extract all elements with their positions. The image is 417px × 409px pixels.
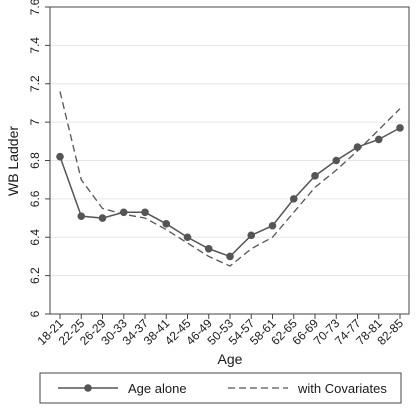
age-alone-point bbox=[98, 214, 107, 222]
age-alone-point bbox=[374, 135, 383, 144]
age-alone-point bbox=[141, 208, 149, 217]
y-axis: 6 6.2 6.4 6.6 6.8 7 7.2 7.4 7.6 bbox=[28, 0, 50, 317]
age-alone-point bbox=[183, 233, 192, 242]
age-alone-point bbox=[162, 220, 171, 228]
age-alone-point bbox=[77, 212, 86, 220]
age-alone-point bbox=[56, 152, 64, 161]
legend-label-age-alone: Age alone bbox=[128, 381, 187, 396]
legend-marker-age-alone bbox=[84, 384, 92, 392]
age-alone-point bbox=[247, 231, 256, 240]
y-tick-label: 7.6 bbox=[28, 0, 42, 15]
y-axis-title: WB Ladder bbox=[5, 126, 21, 196]
age-alone-point bbox=[396, 124, 404, 132]
y-tick-label: 6.2 bbox=[28, 267, 42, 284]
age-alone-point bbox=[268, 221, 277, 230]
series-layer bbox=[56, 91, 404, 267]
x-axis-title: Age bbox=[218, 351, 243, 367]
y-tick-label: 7.2 bbox=[28, 75, 42, 92]
y-tick-label: 7.4 bbox=[28, 37, 42, 54]
age-alone-point bbox=[332, 156, 341, 165]
age-alone-point bbox=[204, 244, 213, 253]
series-line-with-covariates bbox=[59, 91, 401, 267]
age-alone-point bbox=[226, 252, 234, 261]
y-tick-label: 6.8 bbox=[28, 152, 42, 169]
y-tick-label: 7 bbox=[28, 118, 42, 125]
y-tick-label: 6.4 bbox=[28, 229, 42, 246]
age-alone-point bbox=[311, 172, 319, 180]
y-tick-label: 6.6 bbox=[28, 190, 42, 207]
y-tick-label: 6 bbox=[28, 310, 42, 317]
age-alone-point bbox=[289, 195, 298, 203]
age-alone-point bbox=[353, 143, 362, 151]
legend-label-with-covariates: with Covariates bbox=[297, 381, 387, 396]
age-alone-point bbox=[119, 208, 128, 217]
legend: Age alone with Covariates bbox=[39, 372, 402, 404]
